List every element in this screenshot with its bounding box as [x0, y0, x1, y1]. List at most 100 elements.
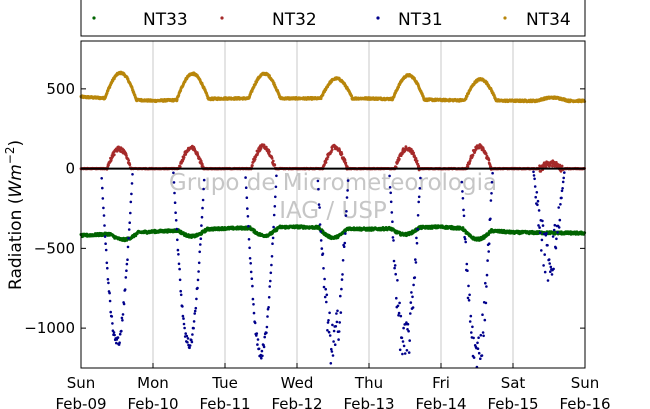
nt31-point	[337, 330, 341, 333]
nt31-point	[319, 239, 323, 242]
nt31-point	[179, 289, 182, 293]
nt31-point	[334, 325, 338, 328]
watermark-line: Grupo de Micrometeorologia	[169, 170, 497, 196]
svg-text:Radiation (Wm−2): Radiation (Wm−2)	[3, 140, 26, 290]
nt31-point	[342, 245, 346, 248]
nt31-point	[108, 299, 112, 303]
nt31-point	[104, 248, 108, 252]
legend-marker	[376, 16, 380, 20]
nt31-point	[197, 261, 201, 265]
nt31-point	[338, 321, 342, 324]
nt32-point	[340, 152, 344, 156]
nt32-point	[324, 161, 328, 164]
nt31-point	[105, 261, 109, 265]
nt31-point	[270, 254, 274, 258]
nt31-point	[413, 276, 417, 279]
nt31-point	[397, 311, 401, 315]
nt31-point	[407, 329, 410, 333]
nt31-point	[411, 295, 414, 299]
nt31-point	[275, 174, 278, 178]
nt31-point	[196, 278, 200, 282]
nt32-point	[112, 153, 116, 157]
nt31-point	[196, 286, 199, 290]
nt31-point	[333, 343, 337, 347]
y-tick-label: −500	[34, 239, 75, 257]
nt31-point	[543, 270, 547, 274]
legend-marker	[503, 16, 507, 20]
nt34-point	[350, 94, 354, 98]
nt31-point	[101, 197, 105, 200]
nt31-point	[344, 232, 347, 235]
nt32-point	[344, 161, 348, 165]
nt31-point	[468, 293, 471, 297]
nt31-point	[537, 224, 540, 227]
nt31-point	[272, 225, 275, 229]
nt31-point	[176, 248, 180, 252]
nt31-point	[410, 291, 413, 294]
data-series	[79, 70, 587, 369]
nt31-point	[401, 340, 405, 343]
nt31-point	[322, 285, 326, 289]
nt31-point	[557, 226, 561, 229]
nt31-point	[554, 246, 558, 250]
nt31-point	[116, 336, 120, 339]
nt31-point	[122, 302, 126, 306]
nt31-point	[532, 170, 535, 174]
nt31-point	[477, 336, 480, 340]
nt32-point	[253, 157, 257, 161]
nt31-point	[486, 259, 489, 262]
nt31-point	[327, 330, 331, 334]
legend-label: NT31	[398, 10, 443, 30]
nt31-point	[249, 270, 253, 274]
nt31-point	[330, 350, 334, 353]
nt31-point	[467, 299, 471, 302]
nt31-point	[323, 295, 327, 299]
nt32-point	[415, 159, 419, 163]
nt31-point	[103, 224, 106, 227]
nt31-point	[329, 362, 333, 365]
nt32-point	[471, 153, 475, 157]
nt31-point	[195, 297, 198, 301]
nt31-point	[197, 270, 200, 273]
nt32-point	[251, 164, 254, 167]
nt32-point	[412, 151, 415, 155]
nt31-point	[125, 269, 128, 273]
nt31-point	[536, 199, 540, 203]
nt31-point	[394, 272, 398, 276]
nt31-point	[415, 236, 418, 240]
y-axis-label: Radiation (Wm−2)	[3, 140, 26, 290]
nt32-point	[128, 163, 132, 167]
nt31-point	[399, 314, 403, 318]
nt31-point	[461, 197, 465, 200]
nt31-point	[190, 340, 194, 344]
x-tick-label-date: Feb-16	[559, 395, 610, 409]
nt31-point	[469, 314, 473, 318]
nt31-point	[325, 300, 328, 304]
nt31-point	[176, 238, 179, 242]
nt31-point	[194, 306, 198, 310]
nt31-point	[481, 331, 485, 334]
nt31-point	[244, 186, 248, 189]
nt31-point	[416, 214, 420, 217]
nt31-point	[552, 267, 555, 271]
nt31-point	[120, 316, 124, 320]
nt31-point	[263, 335, 267, 339]
y-tick-label: 500	[46, 80, 75, 98]
nt31-point	[130, 182, 134, 185]
nt31-point	[250, 277, 254, 281]
nt31-point	[346, 179, 350, 182]
nt31-point	[490, 192, 493, 195]
nt31-point	[175, 227, 179, 231]
nt31-point	[538, 226, 541, 229]
nt32-point	[343, 158, 347, 162]
x-tick-label-date: Feb-12	[271, 395, 322, 409]
nt31-point	[559, 203, 562, 206]
nt32-point	[268, 150, 271, 154]
nt31-point	[397, 314, 400, 317]
nt31-point	[543, 253, 546, 256]
x-tick-label-date: Feb-10	[127, 395, 178, 409]
nt31-point	[463, 237, 467, 241]
nt31-point	[262, 345, 266, 349]
x-tick-label-day: Mon	[137, 374, 169, 392]
nt31-point	[393, 264, 397, 267]
